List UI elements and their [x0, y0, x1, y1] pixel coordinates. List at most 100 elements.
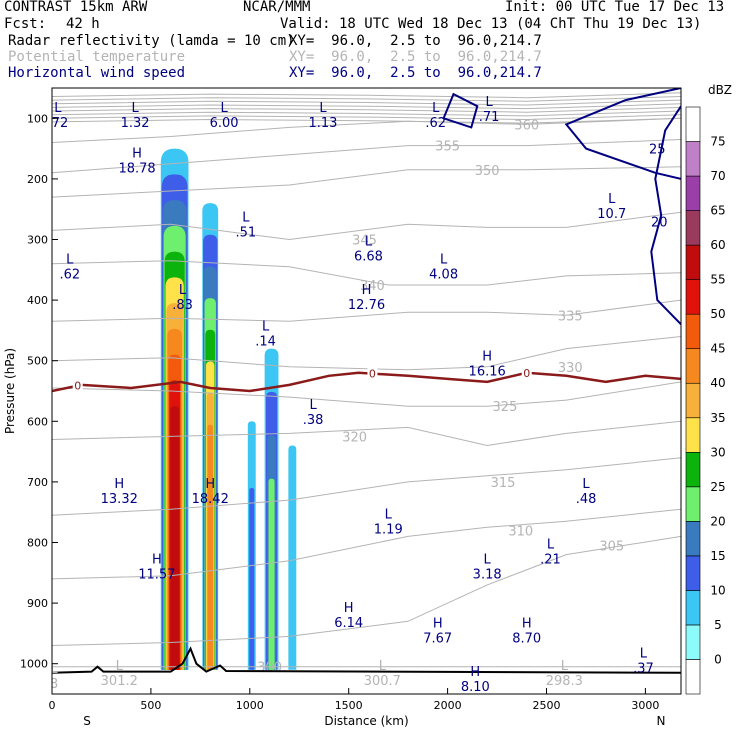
- extremum-12-value: 4.08: [429, 268, 458, 283]
- extremum-h-13-type: H: [362, 283, 372, 298]
- freezing-label-3: 0: [523, 367, 530, 380]
- extremum-22-value: .21: [540, 553, 561, 568]
- extremum-3-value: 6.00: [210, 116, 239, 131]
- theta-contour-345: [52, 211, 681, 241]
- extremum-10-value: .62: [59, 268, 80, 283]
- extremum-19-value: 18.42: [192, 492, 229, 507]
- extremum-4-value: 1.13: [309, 116, 338, 131]
- theta-contour-310: [52, 508, 681, 580]
- x-end-label-north: N: [657, 714, 666, 728]
- extremum-l-17-type: L: [309, 398, 317, 413]
- extremum-l-24-type: L: [484, 553, 492, 568]
- extremum-15-value: .14: [255, 334, 276, 349]
- field-3-name: Horizontal wind speed: [8, 65, 186, 81]
- colorbar-label-45: 45: [710, 342, 725, 356]
- y-tick-label-700: 700: [27, 476, 48, 489]
- reflectivity-cell-2-40dbz: [207, 424, 213, 670]
- theta-contour-upper-1: [52, 92, 681, 99]
- colorbar-label-15: 15: [710, 549, 725, 563]
- colorbar-box-11: [685, 279, 701, 315]
- x-tick-label-3000: 3000: [631, 699, 659, 712]
- extremum-l-14-type: L: [179, 283, 187, 298]
- extremum-h-16-type: H: [482, 350, 492, 365]
- colorbar-box-0: [685, 659, 701, 695]
- theta-contour-layer: 300 305 310 315 320 325 330 335 340 345 350 355 360: [52, 92, 681, 676]
- extremum-11-value: 6.68: [354, 250, 383, 265]
- x-tick-label-1500: 1500: [335, 699, 363, 712]
- valid-time: Valid: 18 UTC Wed 18 Dec 13 (04 ChT Thu …: [280, 16, 702, 32]
- extremum-h-25-type: H: [344, 601, 354, 616]
- y-tick-label-600: 600: [27, 415, 48, 428]
- theta-label-305: 305: [599, 540, 624, 555]
- y-tick-label-500: 500: [27, 355, 48, 368]
- theta-label-360: 360: [514, 118, 539, 133]
- freezing-level-line: [52, 371, 681, 393]
- reflectivity-cell-4-20dbz: [268, 478, 275, 670]
- colorbar-label-50: 50: [710, 307, 725, 321]
- fcst-value: 42 h: [66, 16, 100, 32]
- field-2-name: Potential temperature: [8, 49, 186, 65]
- extremum-21-value: 1.19: [374, 522, 403, 537]
- y-tick-label-900: 900: [27, 597, 48, 610]
- theta-extremum-3-value: 298.3: [546, 674, 583, 689]
- org-label: NCAR/MMM: [243, 0, 311, 15]
- theta-contour-upper-6: [52, 110, 681, 117]
- extremum-2-value: 1.32: [121, 116, 150, 131]
- x-tick-label-2500: 2500: [532, 699, 560, 712]
- colorbar-box-9: [685, 348, 701, 384]
- theta-extremum-3-type: L: [561, 659, 569, 674]
- extremum-l-12-type: L: [440, 253, 448, 268]
- colorbar-box-4: [685, 521, 701, 557]
- theta-contour-355: [52, 139, 681, 174]
- theta-contour-360: [52, 117, 681, 143]
- colorbar-box-13: [685, 210, 701, 246]
- colorbar-label-5: 5: [714, 618, 722, 632]
- freezing-level-layer: 0 0 0: [52, 366, 681, 393]
- field-3-xy: XY= 96.0, 2.5 to 96.0,214.7: [289, 65, 542, 81]
- init-time: Init: 00 UTC Tue 17 Dec 13: [505, 0, 725, 15]
- extremum-h-27-type: H: [522, 616, 532, 631]
- extremum-23-value: 11.57: [138, 568, 175, 583]
- x-tick-label-1000: 1000: [236, 699, 264, 712]
- extremum-l-9-type: L: [608, 192, 616, 207]
- extremum-l-10-type: L: [66, 253, 74, 268]
- wind-contour-20: [650, 105, 681, 325]
- theta-extremum-4-type: L: [50, 662, 58, 677]
- colorbar-label-10: 10: [710, 583, 725, 597]
- theta-extremum-1-value: 301.2: [101, 674, 138, 689]
- theta-label-300: 300: [257, 661, 282, 676]
- extremum-27-value: 8.70: [512, 631, 541, 646]
- extremum-28-value: .37: [633, 662, 654, 677]
- theta-contour-330: [52, 336, 681, 371]
- theta-label-330: 330: [558, 361, 583, 376]
- extremum-26-value: 7.67: [423, 631, 452, 646]
- theta-label-345: 345: [352, 234, 377, 249]
- theta-extremum-4-value: 8: [50, 677, 58, 692]
- extremum-l-2-type: L: [131, 101, 139, 116]
- extremum-1-value: .72: [48, 116, 69, 131]
- extremum-7-value: 18.78: [118, 162, 155, 177]
- extremum-h-7-type: H: [132, 147, 142, 162]
- theta-contour-upper-4: [52, 103, 681, 110]
- theta-contour-340: [52, 260, 681, 286]
- colorbar-box-12: [685, 244, 701, 280]
- extremum-8-value: .51: [235, 225, 256, 240]
- theta-label-325: 325: [493, 400, 518, 415]
- extremum-24-value: 3.18: [473, 568, 502, 583]
- colorbar-box-8: [685, 382, 701, 419]
- extremum-l-8-type: L: [242, 210, 250, 225]
- y-tick-label-200: 200: [27, 173, 48, 186]
- theta-contour-335: [52, 299, 681, 322]
- extremum-9-value: 10.7: [597, 207, 626, 222]
- y-tick-label-1000: 1000: [20, 658, 48, 671]
- wind-contour-25: [564, 88, 681, 180]
- y-tick-label-100: 100: [27, 112, 48, 125]
- x-axis-label: Distance (km): [324, 714, 408, 728]
- extremum-l-6-type: L: [486, 95, 494, 110]
- freezing-label-2: 0: [369, 368, 376, 381]
- freezing-label-1: 0: [74, 380, 81, 393]
- colorbar-box-3: [685, 555, 701, 591]
- extremum-h-19-type: H: [205, 477, 215, 492]
- theta-extremum-2-type: L: [379, 659, 387, 674]
